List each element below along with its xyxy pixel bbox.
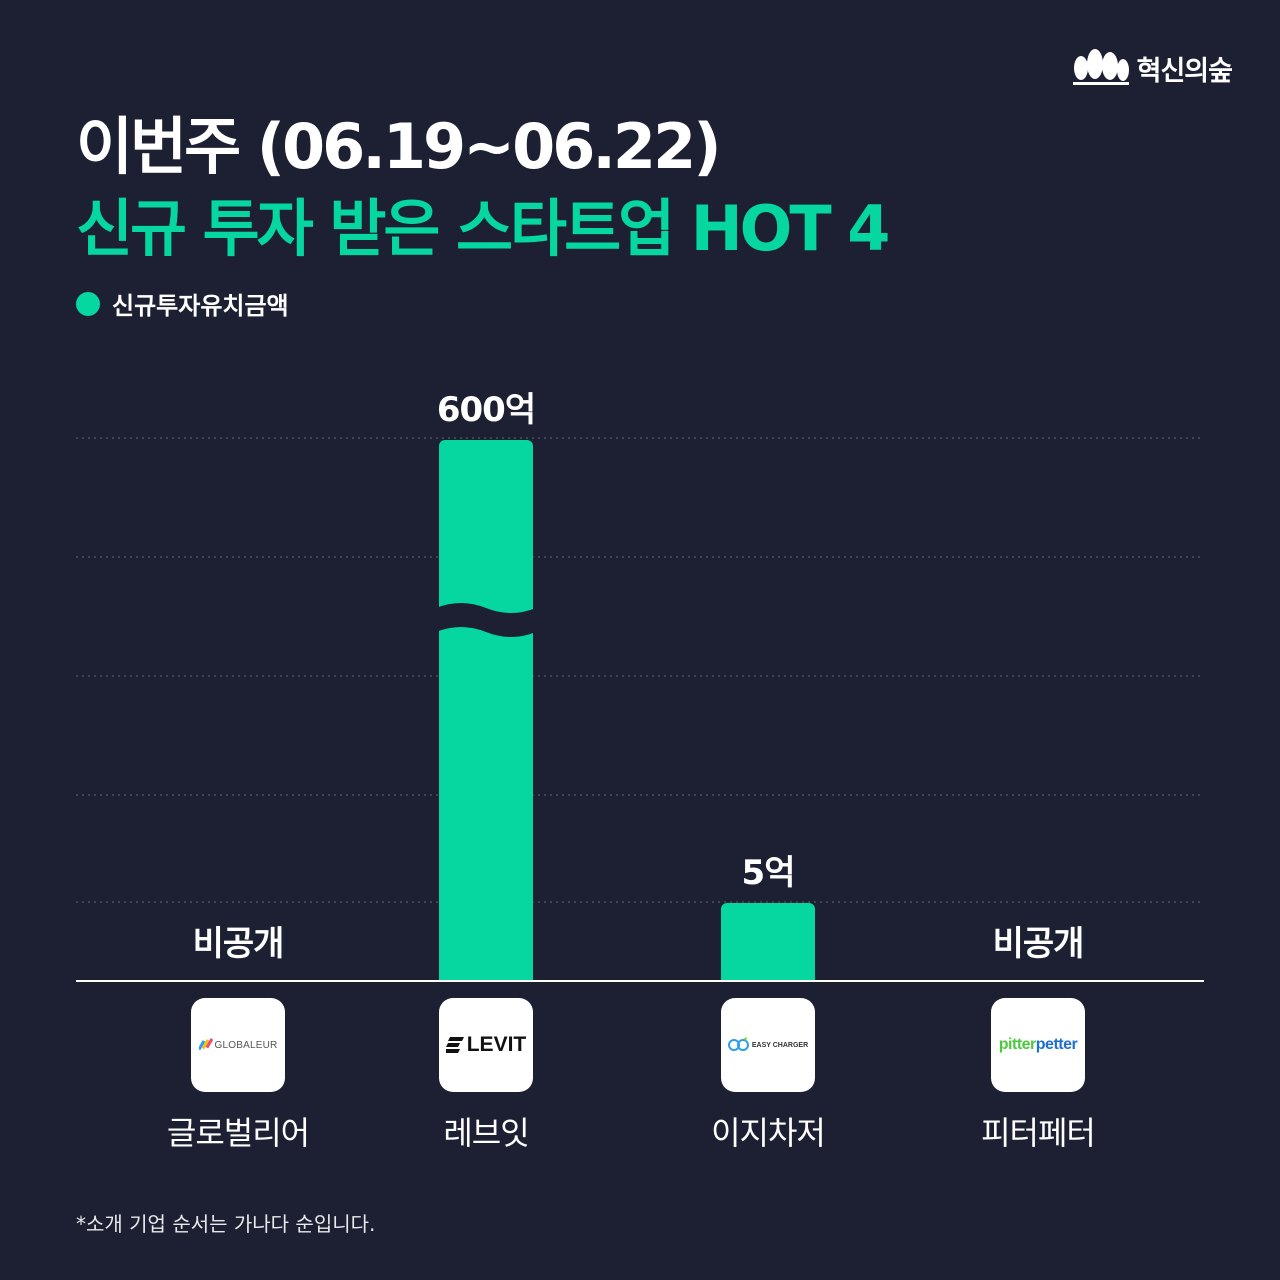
logo-text-pitterpetter-a: pitter (998, 1036, 1037, 1053)
axis-break-gap (436, 603, 536, 637)
logo-card-levit: LEVIT (439, 998, 533, 1092)
logo-card-easycharger: EASY CHARGER (721, 998, 815, 1092)
logo-card-globaleur: GLOBALEUR (191, 998, 285, 1092)
easycharger-mark-icon (727, 1037, 749, 1051)
bar-1 (439, 440, 533, 980)
value-label-easycharger: 5억 (741, 853, 796, 893)
page-title: 이번주 (06.19~06.22) (76, 110, 722, 183)
value-label-globaleur: 비공개 (192, 924, 285, 964)
bar-base-2 (721, 972, 815, 980)
bar-base-1 (439, 972, 533, 980)
value-label-pitterpetter: 비공개 (992, 924, 1085, 964)
footnote: *소개 기업 순서는 가나다 순입니다. (76, 1212, 376, 1236)
value-label-levit: 600억 (436, 390, 536, 430)
logo-card-pitterpetter: pitter petter (991, 998, 1085, 1092)
logo-text-easycharger: EASY CHARGER (751, 1041, 809, 1049)
globaleur-mark-icon (198, 1038, 213, 1051)
brand-name: 혁신의숲 (1136, 55, 1233, 87)
trees-icon (1072, 49, 1129, 85)
logo-text-pitterpetter-b: petter (1035, 1036, 1078, 1053)
levit-mark-icon (445, 1037, 464, 1053)
company-name-levit: 레브잇 (443, 1114, 529, 1152)
company-name-globaleur: 글로벌리어 (166, 1114, 310, 1152)
company-name-easycharger: 이지차저 (711, 1114, 826, 1152)
logo-text-globaleur: GLOBALEUR (214, 1039, 278, 1051)
page-subtitle: 신규 투자 받은 스타트업 HOT 4 (76, 192, 890, 265)
company-name-pitterpetter: 피터페터 (981, 1114, 1096, 1152)
chart-legend: 신규투자유치금액 (76, 286, 289, 321)
legend-swatch (76, 291, 100, 316)
logo-text-levit: LEVIT (466, 1033, 527, 1056)
bar-2 (721, 903, 815, 980)
legend-label: 신규투자유치금액 (112, 292, 289, 320)
brand-logo: 혁신의숲 (1071, 48, 1233, 88)
